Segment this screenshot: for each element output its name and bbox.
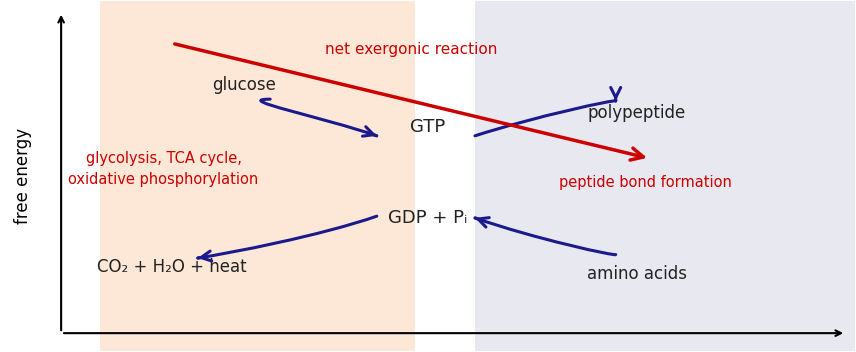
Text: CO₂ + H₂O + heat: CO₂ + H₂O + heat [98,258,247,276]
Text: glucose: glucose [212,76,276,94]
Text: net exergonic reaction: net exergonic reaction [324,42,497,57]
Text: glycolysis, TCA cycle,
oxidative phosphorylation: glycolysis, TCA cycle, oxidative phospho… [68,151,259,187]
Text: GTP: GTP [410,118,446,136]
Text: GDP + Pᵢ: GDP + Pᵢ [389,209,467,227]
Text: polypeptide: polypeptide [588,104,687,122]
Bar [475,1,854,351]
Text: peptide bond formation: peptide bond formation [559,176,732,190]
Text: free energy: free energy [14,128,32,224]
Bar [99,1,415,351]
Text: amino acids: amino acids [587,265,687,283]
